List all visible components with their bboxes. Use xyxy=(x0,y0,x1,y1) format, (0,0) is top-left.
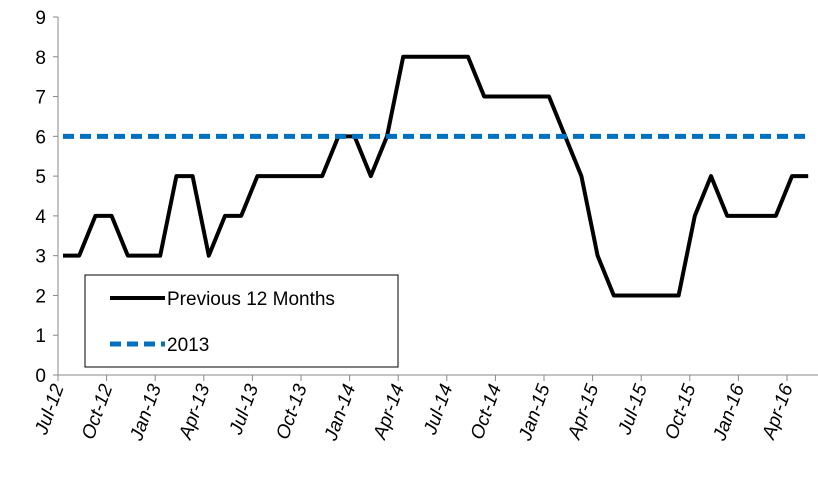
x-tick-label: Jan-16 xyxy=(709,381,749,444)
y-tick-label: 3 xyxy=(35,247,46,268)
y-tick-label: 1 xyxy=(35,326,46,347)
x-tick-label: Jul-15 xyxy=(614,381,652,438)
x-tick-label: Apr-15 xyxy=(564,381,604,443)
x-tick-label: Apr-14 xyxy=(369,382,408,443)
y-tick-label: 4 xyxy=(35,207,46,228)
x-tick-label: Oct-12 xyxy=(78,381,117,442)
x-tick-label: Jan-13 xyxy=(126,381,166,444)
x-tick-label: Jan-14 xyxy=(320,382,360,445)
x-tick-label: Apr-13 xyxy=(175,381,215,443)
x-tick-label: Oct-13 xyxy=(272,381,311,442)
x-tick-label: Oct-15 xyxy=(661,381,700,442)
y-tick-label: 6 xyxy=(35,127,46,148)
legend-box xyxy=(84,274,399,368)
legend-label: Previous 12 Months xyxy=(167,289,335,310)
x-tick-label: Jul-12 xyxy=(31,381,69,438)
x-tick-label: Jan-15 xyxy=(515,381,555,444)
y-tick-label: 7 xyxy=(35,88,46,109)
legend-label: 2013 xyxy=(167,335,209,356)
y-tick-label: 9 xyxy=(35,8,46,29)
x-tick-label: Oct-14 xyxy=(467,382,506,443)
y-tick-label: 8 xyxy=(35,48,46,69)
y-tick-label: 5 xyxy=(35,167,46,188)
y-tick-label: 2 xyxy=(35,286,46,307)
x-tick-label: Jul-14 xyxy=(420,382,458,439)
series-line xyxy=(63,54,809,298)
x-tick-label: Apr-16 xyxy=(758,381,798,443)
y-tick-label: 0 xyxy=(35,366,46,387)
x-tick-label: Jul-13 xyxy=(225,381,263,438)
